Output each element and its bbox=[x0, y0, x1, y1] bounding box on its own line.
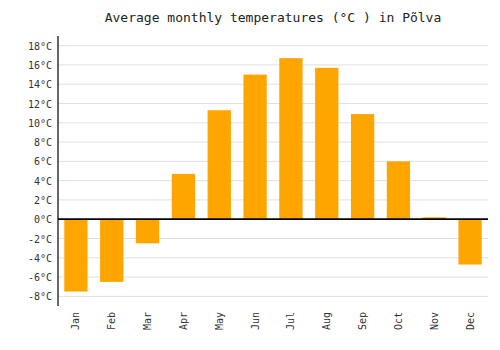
chart: Average monthly temperatures (°C ) in Põ… bbox=[0, 0, 500, 350]
grid-line bbox=[58, 180, 488, 181]
y-tick-label: -8°C bbox=[28, 291, 52, 302]
y-tick-label: 8°C bbox=[34, 137, 52, 148]
y-tick-label: 4°C bbox=[34, 176, 52, 187]
x-tick-label: Mar bbox=[142, 312, 153, 330]
y-tick-label: -4°C bbox=[28, 253, 52, 264]
x-tick-label: Dec bbox=[465, 312, 476, 330]
x-tick-label: Nov bbox=[429, 312, 440, 330]
x-tick-label: Aug bbox=[321, 312, 332, 330]
bars bbox=[64, 58, 481, 291]
y-tick-label: 18°C bbox=[28, 41, 52, 52]
x-tick-label: Feb bbox=[106, 312, 117, 330]
grid-line bbox=[58, 64, 488, 65]
bar bbox=[172, 174, 195, 219]
y-tick-label: -6°C bbox=[28, 272, 52, 283]
x-tick-label: Apr bbox=[178, 312, 189, 330]
grid-line bbox=[58, 45, 488, 46]
grid-line bbox=[58, 296, 488, 297]
x-tick-label: Jun bbox=[250, 312, 261, 330]
y-tick-label: 16°C bbox=[28, 60, 52, 71]
bar bbox=[64, 219, 87, 291]
x-tick-label: Jul bbox=[285, 312, 296, 330]
zero-line bbox=[58, 218, 488, 220]
grid-line bbox=[58, 103, 488, 104]
y-tick-label: 2°C bbox=[34, 195, 52, 206]
x-tick-label: Jan bbox=[70, 312, 81, 330]
title: Average monthly temperatures (°C ) in Põ… bbox=[105, 10, 442, 25]
grid-line bbox=[58, 199, 488, 200]
bar bbox=[279, 58, 302, 219]
grid-line bbox=[58, 161, 488, 162]
bar bbox=[458, 219, 481, 264]
bar bbox=[351, 114, 374, 219]
y-tick-label: 10°C bbox=[28, 118, 52, 129]
grid-line bbox=[58, 122, 488, 123]
x-tick-label: Oct bbox=[393, 312, 404, 330]
y-tick-label: -2°C bbox=[28, 234, 52, 245]
x-tick-label: May bbox=[214, 312, 225, 330]
bar bbox=[243, 75, 266, 220]
grid bbox=[58, 46, 488, 297]
bar bbox=[315, 68, 338, 219]
grid-line bbox=[58, 84, 488, 85]
bar bbox=[387, 161, 410, 219]
y-tick-label: 14°C bbox=[28, 79, 52, 90]
grid-line bbox=[58, 142, 488, 143]
x-tick-label: Sep bbox=[357, 312, 368, 330]
y-axis bbox=[57, 36, 58, 306]
y-tick-label: 12°C bbox=[28, 99, 52, 110]
bar bbox=[208, 110, 231, 219]
bar bbox=[136, 219, 159, 243]
y-tick-label: 0°C bbox=[34, 214, 52, 225]
y-tick-label: 6°C bbox=[34, 156, 52, 167]
bar bbox=[100, 219, 123, 282]
